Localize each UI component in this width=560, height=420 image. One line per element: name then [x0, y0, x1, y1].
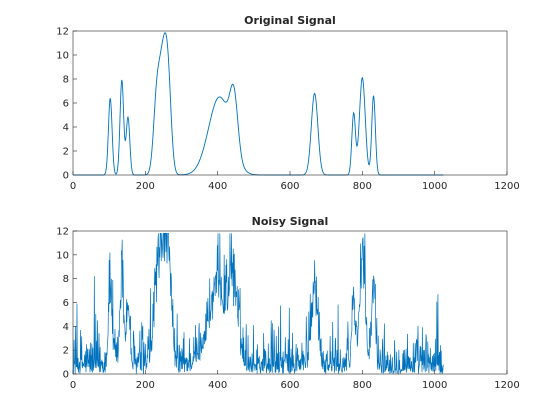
- y-tick-label: 8: [63, 75, 69, 86]
- y-tick-label: 4: [63, 123, 69, 134]
- y-tick-label: 0: [63, 370, 69, 381]
- x-tick-label: 0: [70, 380, 76, 391]
- tick-group: 0 200 400 600 800 1000 1200 0 2 4 6 8 10 12: [56, 27, 519, 193]
- x-tick-label: 200: [136, 380, 155, 391]
- x-tick-label: 800: [353, 380, 372, 391]
- plot-area-background: [73, 31, 507, 175]
- x-tick-label: 200: [136, 181, 155, 192]
- y-tick-label: 4: [63, 322, 69, 333]
- y-tick-label: 12: [56, 27, 69, 38]
- x-tick-label: 400: [208, 380, 227, 391]
- plot-area-background: [73, 231, 507, 374]
- x-tick-label: 600: [280, 380, 299, 391]
- x-tick-label: 800: [353, 181, 372, 192]
- chart-title: Noisy Signal: [252, 215, 329, 228]
- y-tick-label: 0: [63, 171, 69, 182]
- y-tick-label: 8: [63, 274, 69, 285]
- axes-box: [72, 230, 508, 375]
- y-tick-label: 10: [56, 51, 69, 62]
- y-tick-label: 6: [63, 99, 69, 110]
- original-signal-panel: Original Signal 0 200 400 600 800 1000 1200 0 2 4…: [56, 14, 519, 192]
- x-tick-label: 1000: [422, 181, 447, 192]
- noisy-signal-line: [73, 233, 444, 376]
- x-tick-label: 1200: [494, 181, 519, 192]
- x-tick-label: 400: [208, 181, 227, 192]
- y-tick-label: 10: [56, 250, 69, 261]
- x-tick-label: 0: [70, 181, 76, 192]
- y-tick-label: 2: [63, 346, 69, 357]
- axes-box: [72, 30, 508, 176]
- y-tick-label: 12: [56, 227, 69, 238]
- tick-group: 0 200 400 600 800 1000 1200 0 2 4 6 8 10 12: [56, 227, 519, 392]
- chart-title: Original Signal: [244, 14, 336, 27]
- y-tick-label: 2: [63, 147, 69, 158]
- noisy-signal-panel: Noisy Signal 0 200 400 600 800 1000 1200 0 2 4 6 8 1…: [56, 215, 519, 391]
- x-tick-label: 1200: [494, 380, 519, 391]
- y-tick-label: 6: [63, 298, 69, 309]
- x-tick-label: 600: [280, 181, 299, 192]
- x-tick-label: 1000: [422, 380, 447, 391]
